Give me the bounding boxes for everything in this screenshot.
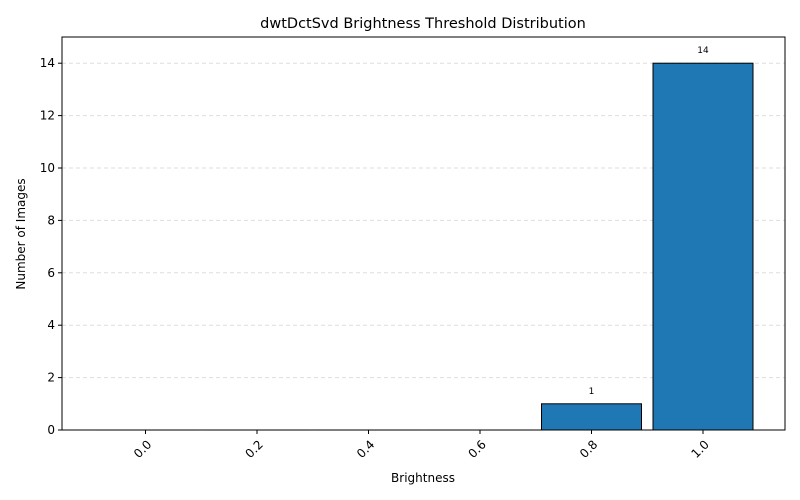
- y-tick-label: 0: [47, 423, 55, 437]
- x-tick-label: 0.2: [242, 437, 265, 460]
- y-ticks: 0 2 4 6 8 10 12 14: [40, 56, 62, 437]
- x-tick-label: 0.4: [354, 437, 377, 460]
- bar-value-label: 14: [697, 46, 709, 56]
- axes: [61, 36, 786, 431]
- y-tick-label: 8: [47, 213, 55, 227]
- y-tick-label: 6: [47, 266, 55, 280]
- bar-value-labels: 1 14: [589, 46, 709, 397]
- x-ticks: 0.0 0.2 0.4 0.6 0.8 1.0: [131, 430, 712, 461]
- bar-value-label: 1: [589, 387, 595, 397]
- y-tick-label: 12: [40, 109, 55, 123]
- plot-frame: [61, 36, 786, 431]
- x-axis-title: Brightness: [391, 471, 455, 485]
- x-tick-label: 0.0: [131, 437, 154, 460]
- y-axis-title: Number of Images: [14, 178, 28, 289]
- y-tick-label: 14: [40, 56, 55, 70]
- chart-title: dwtDctSvd Brightness Threshold Distribut…: [260, 16, 586, 32]
- y-tick-label: 4: [47, 318, 55, 332]
- y-tick-label: 2: [47, 371, 55, 385]
- bar-1.0: [652, 62, 754, 431]
- bar-0.8: [541, 403, 642, 431]
- x-tick-label: 0.6: [465, 437, 488, 460]
- x-tick-label: 1.0: [688, 437, 711, 460]
- bars: [95, 62, 754, 431]
- y-tick-label: 10: [40, 161, 55, 175]
- x-tick-label: 0.8: [577, 437, 600, 460]
